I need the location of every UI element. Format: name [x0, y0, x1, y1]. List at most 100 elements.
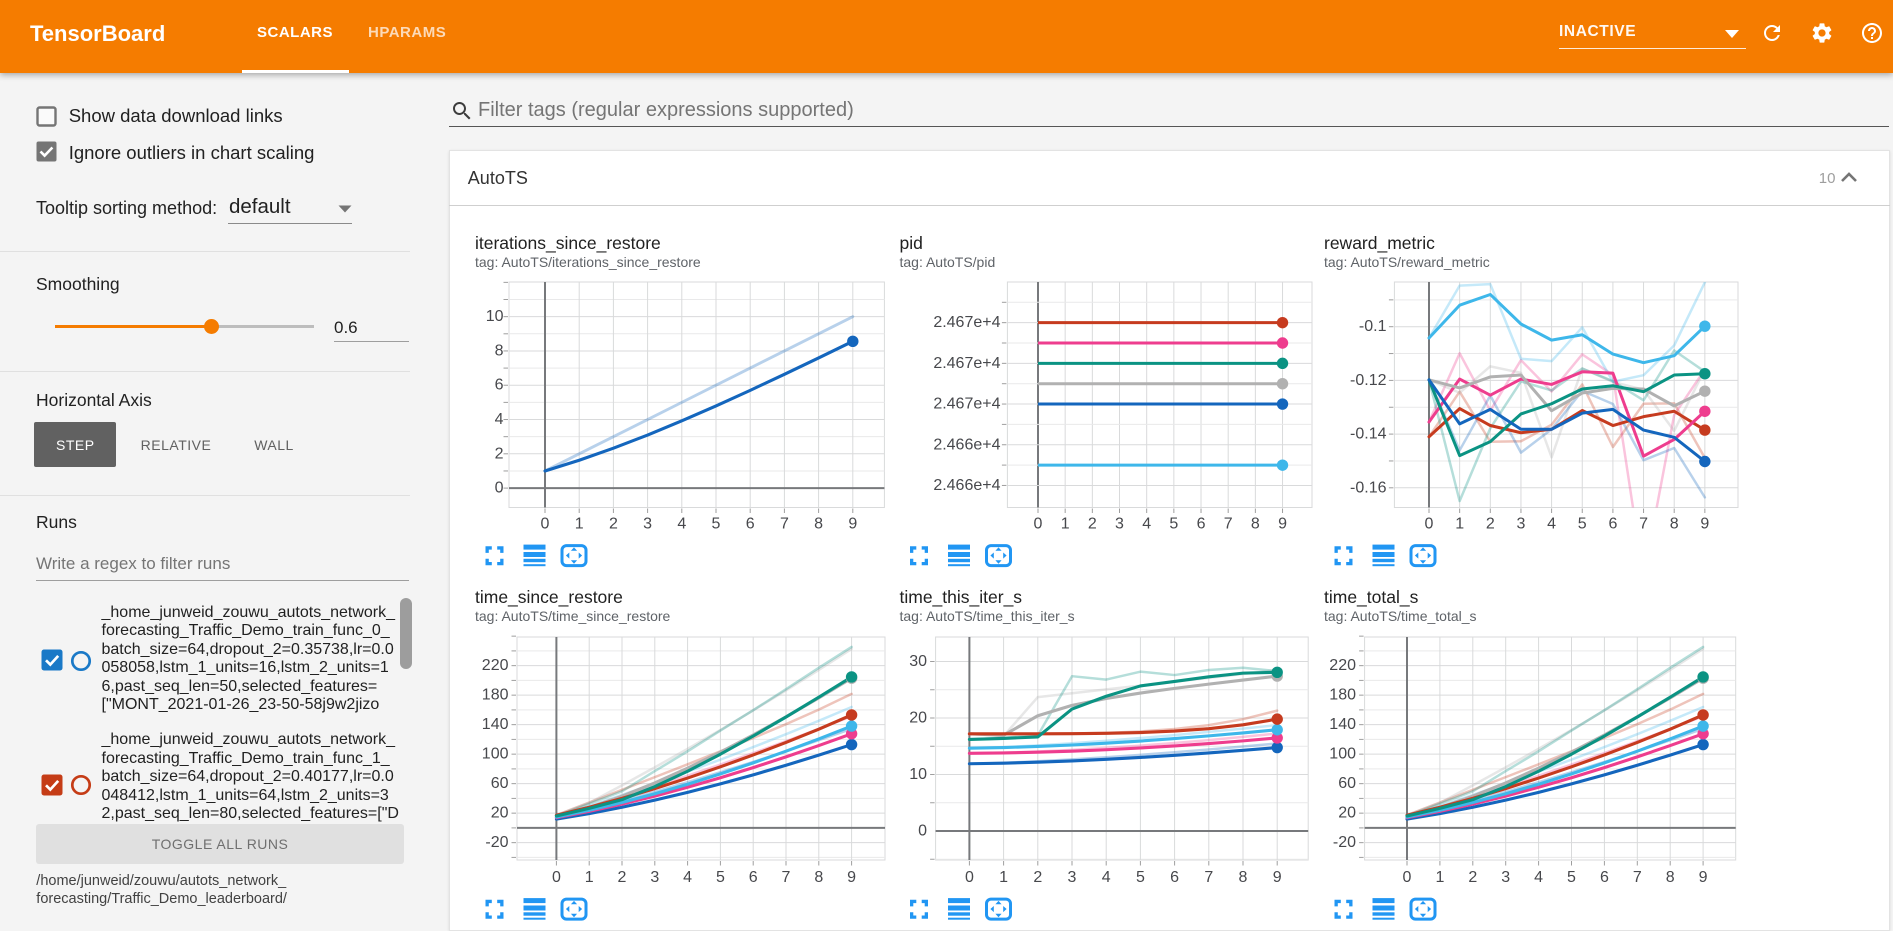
svg-text:tag: AutoTS/time_since_restore: tag: AutoTS/time_since_restore [475, 608, 671, 624]
svg-text:5: 5 [1567, 869, 1576, 886]
svg-text:6: 6 [749, 869, 758, 886]
svg-text:-20: -20 [485, 834, 508, 851]
svg-text:0: 0 [1034, 516, 1043, 533]
svg-text:6: 6 [1600, 869, 1609, 886]
svg-text:140: 140 [482, 716, 509, 733]
svg-text:4: 4 [1102, 869, 1111, 886]
svg-text:100: 100 [482, 746, 509, 763]
svg-text:8: 8 [814, 869, 823, 886]
svg-text:-0.12: -0.12 [1350, 372, 1387, 389]
svg-text:180: 180 [482, 687, 509, 704]
svg-text:2.467e+4: 2.467e+4 [933, 355, 1000, 372]
svg-text:100: 100 [1329, 746, 1356, 763]
svg-text:0: 0 [1403, 869, 1412, 886]
svg-text:6: 6 [1197, 516, 1206, 533]
svg-text:tag: AutoTS/iterations_since_r: tag: AutoTS/iterations_since_restore [475, 254, 701, 270]
svg-text:pid: pid [900, 233, 923, 253]
svg-text:0: 0 [541, 516, 550, 533]
svg-text:2.466e+4: 2.466e+4 [933, 477, 1000, 494]
svg-text:8: 8 [495, 342, 504, 359]
svg-text:4: 4 [1534, 869, 1543, 886]
svg-text:2: 2 [1088, 516, 1097, 533]
svg-text:6: 6 [495, 377, 504, 394]
svg-text:0: 0 [918, 823, 927, 840]
svg-text:20: 20 [491, 805, 509, 822]
svg-text:5: 5 [1136, 869, 1145, 886]
svg-text:3: 3 [1516, 516, 1525, 533]
svg-text:7: 7 [782, 869, 791, 886]
svg-text:1: 1 [575, 516, 584, 533]
svg-text:180: 180 [1329, 687, 1356, 704]
svg-text:2.466e+4: 2.466e+4 [933, 436, 1000, 453]
svg-text:1: 1 [1455, 516, 1464, 533]
svg-text:4: 4 [495, 411, 504, 428]
svg-text:-0.16: -0.16 [1350, 479, 1387, 496]
svg-text:tag: AutoTS/time_this_iter_s: tag: AutoTS/time_this_iter_s [900, 608, 1075, 624]
svg-text:0: 0 [552, 869, 561, 886]
svg-text:60: 60 [491, 775, 509, 792]
svg-text:iterations_since_restore: iterations_since_restore [475, 233, 661, 254]
svg-text:6: 6 [1608, 516, 1617, 533]
svg-text:3: 3 [643, 516, 652, 533]
svg-text:7: 7 [1639, 516, 1648, 533]
svg-text:-20: -20 [1333, 834, 1356, 851]
svg-text:0: 0 [1425, 516, 1434, 533]
svg-text:8: 8 [814, 516, 823, 533]
svg-text:-0.14: -0.14 [1350, 426, 1387, 443]
svg-text:9: 9 [1273, 869, 1282, 886]
svg-text:9: 9 [848, 516, 857, 533]
svg-text:2: 2 [1486, 516, 1495, 533]
svg-text:20: 20 [1338, 805, 1356, 822]
svg-text:4: 4 [683, 869, 692, 886]
svg-text:9: 9 [847, 869, 856, 886]
svg-text:3: 3 [1115, 516, 1124, 533]
svg-text:7: 7 [1224, 516, 1233, 533]
svg-text:tag: AutoTS/pid: tag: AutoTS/pid [900, 254, 996, 270]
svg-text:3: 3 [650, 869, 659, 886]
svg-text:5: 5 [1169, 516, 1178, 533]
svg-text:4: 4 [1142, 516, 1151, 533]
svg-text:7: 7 [1633, 869, 1642, 886]
svg-text:4: 4 [677, 516, 686, 533]
svg-text:-0.1: -0.1 [1359, 318, 1387, 335]
svg-text:3: 3 [1068, 869, 1077, 886]
svg-text:reward_metric: reward_metric [1324, 233, 1435, 254]
svg-text:8: 8 [1670, 516, 1679, 533]
svg-text:5: 5 [1578, 516, 1587, 533]
svg-text:9: 9 [1278, 516, 1287, 533]
svg-text:2: 2 [1468, 869, 1477, 886]
svg-text:2: 2 [609, 516, 618, 533]
svg-text:1: 1 [999, 869, 1008, 886]
svg-text:time_this_iter_s: time_this_iter_s [900, 587, 1023, 608]
svg-text:2: 2 [618, 869, 627, 886]
svg-text:time_since_restore: time_since_restore [475, 587, 623, 608]
svg-text:9: 9 [1700, 516, 1709, 533]
svg-text:7: 7 [780, 516, 789, 533]
svg-text:0: 0 [965, 869, 974, 886]
svg-text:2.467e+4: 2.467e+4 [933, 314, 1000, 331]
svg-text:140: 140 [1329, 716, 1356, 733]
svg-text:1: 1 [585, 869, 594, 886]
svg-text:1: 1 [1061, 516, 1070, 533]
svg-text:10: 10 [909, 766, 927, 783]
svg-text:220: 220 [482, 657, 509, 674]
svg-text:0: 0 [495, 480, 504, 497]
svg-text:6: 6 [746, 516, 755, 533]
svg-text:4: 4 [1547, 516, 1556, 533]
svg-text:6: 6 [1170, 869, 1179, 886]
svg-text:tag: AutoTS/time_total_s: tag: AutoTS/time_total_s [1324, 608, 1477, 624]
svg-text:2: 2 [1033, 869, 1042, 886]
svg-text:1: 1 [1435, 869, 1444, 886]
svg-text:30: 30 [909, 653, 927, 670]
svg-text:tag: AutoTS/reward_metric: tag: AutoTS/reward_metric [1324, 254, 1490, 270]
svg-text:5: 5 [716, 869, 725, 886]
svg-text:8: 8 [1251, 516, 1260, 533]
svg-text:10: 10 [486, 308, 504, 325]
svg-text:5: 5 [712, 516, 721, 533]
svg-text:2: 2 [495, 445, 504, 462]
svg-text:2.467e+4: 2.467e+4 [933, 396, 1000, 413]
svg-text:3: 3 [1501, 869, 1510, 886]
svg-text:7: 7 [1204, 869, 1213, 886]
svg-text:220: 220 [1329, 657, 1356, 674]
svg-text:20: 20 [909, 710, 927, 727]
